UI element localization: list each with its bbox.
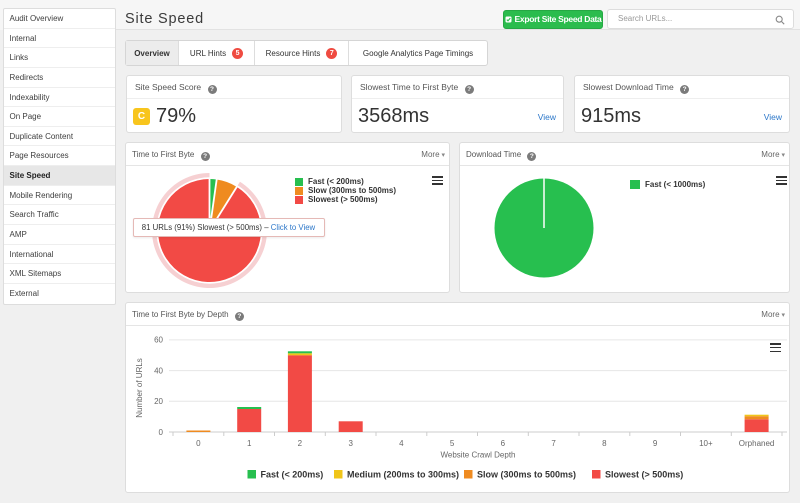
svg-text:Orphaned: Orphaned (739, 439, 775, 448)
svg-text:40: 40 (154, 366, 163, 375)
svg-text:Slowest (> 500ms): Slowest (> 500ms) (605, 470, 683, 480)
svg-text:4: 4 (399, 439, 404, 448)
svg-text:Fast (< 200ms): Fast (< 200ms) (261, 470, 324, 480)
svg-text:Number of URLs: Number of URLs (135, 358, 144, 418)
svg-text:6: 6 (501, 439, 506, 448)
svg-text:3: 3 (348, 439, 353, 448)
svg-text:60: 60 (154, 336, 163, 345)
svg-text:5: 5 (450, 439, 455, 448)
svg-text:0: 0 (196, 439, 201, 448)
svg-text:7: 7 (551, 439, 556, 448)
svg-text:2: 2 (298, 439, 303, 448)
svg-text:0: 0 (159, 428, 164, 437)
svg-text:Slow (300ms to 500ms): Slow (300ms to 500ms) (477, 470, 576, 480)
svg-text:1: 1 (247, 439, 252, 448)
svg-text:Medium (200ms to 300ms): Medium (200ms to 300ms) (347, 470, 459, 480)
svg-text:9: 9 (653, 439, 658, 448)
svg-text:20: 20 (154, 397, 163, 406)
svg-text:Website Crawl Depth: Website Crawl Depth (441, 451, 516, 460)
svg-text:8: 8 (602, 439, 607, 448)
svg-text:10+: 10+ (699, 439, 713, 448)
